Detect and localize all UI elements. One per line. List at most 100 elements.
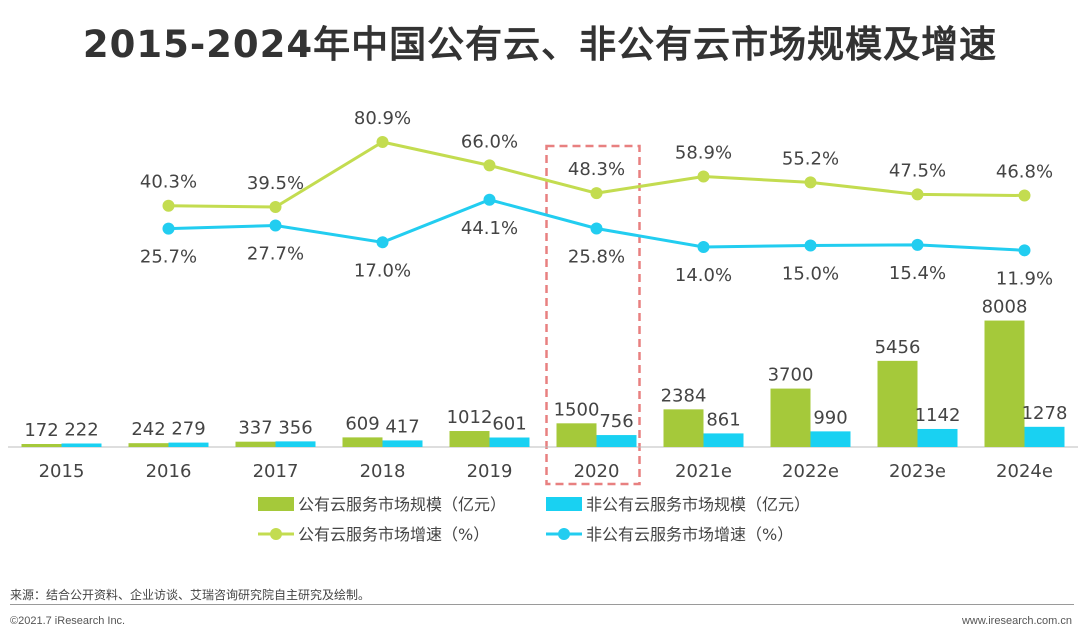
bar-public-2020 (556, 423, 597, 447)
legend-private-size-swatch (546, 497, 582, 511)
label-public-growth-2023e: 47.5% (889, 160, 946, 181)
bar-public-2017 (235, 441, 276, 447)
x-tick-2021e: 2021e (675, 461, 732, 482)
label-private-growth-2020: 25.8% (568, 246, 625, 267)
bar-private-2020 (596, 435, 637, 447)
bar-label-private-2016: 279 (171, 419, 205, 440)
label-public-growth-2016: 40.3% (140, 172, 197, 193)
point-public-growth-2019 (483, 159, 496, 172)
legend-private-growth-swatch-dot (558, 528, 570, 540)
bar-label-public-2016: 242 (131, 419, 165, 440)
point-private-growth-2021e (697, 241, 710, 254)
x-tick-2015: 2015 (39, 461, 85, 482)
bar-public-2018 (342, 437, 383, 447)
label-private-growth-2019: 44.1% (461, 218, 518, 239)
point-private-growth-2017 (269, 219, 282, 232)
bar-label-public-2015: 172 (24, 420, 58, 441)
bar-label-private-2020: 756 (599, 411, 633, 432)
x-tick-2019: 2019 (467, 461, 513, 482)
bar-label-public-2023e: 5456 (875, 337, 921, 358)
label-private-growth-2024e: 11.9% (996, 268, 1053, 289)
label-public-growth-2017: 39.5% (247, 173, 304, 194)
point-public-growth-2022e (804, 176, 817, 189)
point-public-growth-2024e (1018, 189, 1031, 202)
bar-private-2015 (61, 443, 102, 447)
x-tick-2020: 2020 (574, 461, 620, 482)
label-private-growth-2016: 25.7% (140, 247, 197, 268)
x-tick-2022e: 2022e (782, 461, 839, 482)
legend-private-growth-label: 非公有云服务市场增速（%） (586, 525, 793, 544)
bar-private-2016 (168, 442, 209, 447)
point-public-growth-2023e (911, 188, 924, 201)
bar-private-2018 (382, 440, 423, 447)
bar-private-2023e (917, 428, 958, 447)
footer-divider (10, 604, 1074, 605)
bar-label-public-2018: 609 (345, 413, 379, 434)
point-public-growth-2020 (590, 187, 603, 200)
label-public-growth-2019: 66.0% (461, 131, 518, 152)
x-tick-2016: 2016 (146, 461, 192, 482)
website-link[interactable]: www.iresearch.com.cn (961, 615, 1072, 627)
bar-label-public-2019: 1012 (447, 407, 493, 428)
label-private-growth-2017: 27.7% (247, 244, 304, 265)
copyright: ©2021.7 iResearch Inc. (10, 615, 126, 627)
legend-public-growth-swatch-dot (270, 528, 282, 540)
x-tick-2018: 2018 (360, 461, 406, 482)
highlight-box-2020 (545, 144, 641, 486)
label-public-growth-2020: 48.3% (568, 159, 625, 180)
point-private-growth-2023e (911, 238, 924, 251)
bar-label-public-2020: 1500 (554, 399, 600, 420)
x-tick-2024e: 2024e (996, 461, 1053, 482)
bar-label-public-2024e: 8008 (982, 297, 1028, 318)
chart-title: 2015-2024年中国公有云、非公有云市场规模及增速 (82, 23, 998, 66)
legend-public-size-swatch (258, 497, 294, 511)
bar-label-private-2023e: 1142 (915, 405, 961, 426)
legend-public-growth-label: 公有云服务市场增速（%） (298, 525, 489, 544)
bar-private-2019 (489, 437, 530, 447)
bar-private-2024e (1024, 426, 1065, 447)
label-public-growth-2024e: 46.8% (996, 162, 1053, 183)
bar-label-private-2018: 417 (385, 416, 419, 437)
bar-public-2024e (984, 320, 1025, 447)
point-private-growth-2022e (804, 239, 817, 252)
label-public-growth-2018: 80.9% (354, 108, 411, 129)
bar-label-public-2022e: 3700 (768, 365, 814, 386)
bar-private-2022e (810, 431, 851, 447)
chart-canvas: 172 222 2015 242 279 2016 337 356 2017 609 417 2018… (8, 108, 1078, 544)
bar-public-2023e (877, 360, 918, 447)
point-private-growth-2018 (376, 236, 389, 249)
point-private-growth-2016 (162, 222, 175, 235)
bar-public-2016 (128, 443, 169, 447)
point-private-growth-2019 (483, 193, 496, 206)
point-public-growth-2018 (376, 135, 389, 148)
bar-label-public-2021e: 2384 (661, 385, 707, 406)
bar-label-private-2019: 601 (492, 414, 526, 435)
bar-public-2022e (770, 388, 811, 447)
point-public-growth-2016 (162, 199, 175, 212)
point-private-growth-2020 (590, 222, 603, 235)
bar-public-2021e (663, 409, 704, 447)
point-public-growth-2021e (697, 170, 710, 183)
bar-public-2015 (21, 444, 62, 447)
legend-public-size-label: 公有云服务市场规模（亿元） (298, 495, 506, 514)
label-private-growth-2018: 17.0% (354, 260, 411, 281)
bar-label-private-2022e: 990 (813, 407, 847, 428)
x-tick-2017: 2017 (253, 461, 299, 482)
label-private-growth-2022e: 15.0% (782, 263, 839, 284)
bar-label-private-2017: 356 (278, 417, 312, 438)
label-private-growth-2023e: 15.4% (889, 263, 946, 284)
bar-private-2021e (703, 433, 744, 447)
label-private-growth-2021e: 14.0% (675, 265, 732, 286)
label-public-growth-2022e: 55.2% (782, 148, 839, 169)
bar-public-2019 (449, 431, 490, 447)
point-private-growth-2024e (1018, 244, 1031, 257)
bar-label-public-2017: 337 (238, 418, 272, 439)
bar-label-private-2021e: 861 (706, 409, 740, 430)
legend-private-size-label: 非公有云服务市场规模（亿元） (586, 495, 810, 514)
bar-label-private-2024e: 1278 (1022, 403, 1068, 424)
bar-label-private-2015: 222 (64, 419, 98, 440)
point-public-growth-2017 (269, 200, 282, 213)
source-note: 来源：结合公开资料、企业访谈、艾瑞咨询研究院自主研究及绘制。 (10, 588, 371, 602)
label-public-growth-2021e: 58.9% (675, 143, 732, 164)
bar-private-2017 (275, 441, 316, 447)
